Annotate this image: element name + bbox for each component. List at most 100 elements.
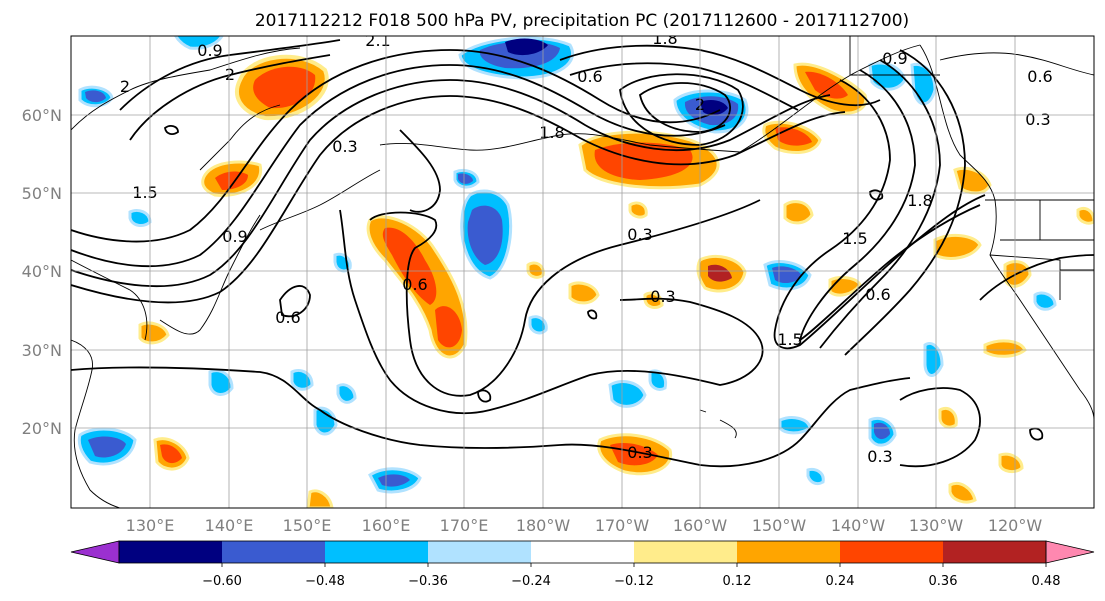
contour-label: 0.3 bbox=[867, 447, 892, 466]
contour-label: 2 bbox=[120, 77, 130, 96]
coastline bbox=[985, 199, 1094, 300]
latitude-label: 50°N bbox=[22, 184, 62, 203]
colorbar-segment bbox=[634, 541, 738, 563]
contour-label: 0.9 bbox=[197, 41, 222, 60]
contour-label: 2 bbox=[225, 65, 235, 84]
positive-region bbox=[435, 306, 462, 348]
pv-contour bbox=[899, 387, 981, 468]
negative-region bbox=[700, 100, 728, 116]
pv-contour bbox=[71, 366, 911, 468]
colorbar-segment bbox=[325, 541, 429, 563]
pv-contour bbox=[819, 59, 941, 349]
positive-region bbox=[568, 281, 600, 305]
negative-region bbox=[874, 422, 890, 440]
coastline bbox=[849, 36, 940, 76]
contour-label: 0.9 bbox=[222, 227, 247, 246]
colorbar-segment bbox=[428, 541, 532, 563]
contour-label: 0.3 bbox=[627, 443, 652, 462]
colorbar-tick-label: 0.48 bbox=[1032, 574, 1061, 589]
pv-contour bbox=[798, 69, 981, 343]
colorbar-segment bbox=[840, 541, 944, 563]
pv-contour bbox=[119, 39, 341, 111]
pv-contour bbox=[869, 189, 884, 201]
coastline bbox=[71, 339, 121, 508]
positive-region bbox=[983, 339, 1027, 358]
contour-label: 0.3 bbox=[1025, 110, 1050, 129]
negative-region bbox=[1033, 291, 1057, 311]
contour-label: 1.8 bbox=[652, 29, 677, 48]
longitude-label: 180°W bbox=[516, 516, 571, 535]
colorbar-frame bbox=[118, 540, 1047, 564]
pv-contour bbox=[399, 129, 441, 213]
longitude-label: 140°E bbox=[205, 516, 254, 535]
pv-contour bbox=[369, 199, 761, 397]
positive-region bbox=[998, 452, 1024, 474]
latitude-label: 60°N bbox=[22, 106, 62, 125]
colorbar-tick-label: 0.12 bbox=[723, 574, 752, 589]
contour-label: 0.3 bbox=[332, 137, 357, 156]
negative-region bbox=[505, 38, 548, 56]
colorbar: −0.60 −0.48 −0.36 −0.24 −0.12 0.12 0.24 0.36 0.4… bbox=[70, 540, 1095, 589]
colorbar-extend-low bbox=[70, 540, 120, 564]
coastline bbox=[71, 47, 301, 131]
colorbar-segment bbox=[531, 541, 635, 563]
pv-contour bbox=[71, 64, 726, 268]
negative-region bbox=[772, 266, 802, 284]
contour-label: 0.6 bbox=[577, 67, 602, 86]
contour-label: 1.5 bbox=[777, 330, 802, 349]
negative-region bbox=[208, 369, 234, 396]
pv-contour bbox=[638, 82, 731, 133]
colorbar-tick-label: −0.60 bbox=[202, 574, 242, 589]
colorbar-segment bbox=[222, 541, 326, 563]
positive-region bbox=[805, 71, 848, 99]
latitude-label: 20°N bbox=[22, 419, 62, 438]
positive-region bbox=[253, 66, 316, 109]
longitude-label: 150°E bbox=[283, 516, 332, 535]
positive-region bbox=[628, 201, 648, 219]
positive-region bbox=[215, 171, 248, 190]
longitude-label: 150°W bbox=[752, 516, 807, 535]
pv-contour bbox=[279, 285, 311, 318]
negative-region bbox=[608, 380, 647, 408]
positive-region bbox=[306, 489, 334, 508]
graticule bbox=[71, 36, 1094, 508]
negative-region bbox=[313, 406, 338, 436]
negative-region bbox=[528, 315, 548, 335]
latitude-labels: 60°N 50°N 40°N 30°N 20°N bbox=[22, 106, 62, 438]
pv-contour bbox=[619, 73, 744, 146]
negative-region bbox=[467, 205, 503, 265]
pv-contour bbox=[1029, 427, 1044, 441]
pv-contour bbox=[587, 309, 598, 320]
colorbar-segment bbox=[943, 541, 1047, 563]
map-frame bbox=[70, 35, 1095, 509]
longitude-label: 130°E bbox=[126, 516, 175, 535]
positive-region bbox=[783, 200, 814, 225]
pv-contour bbox=[164, 125, 179, 135]
pv-contour bbox=[979, 254, 1094, 301]
negative-region bbox=[174, 36, 224, 50]
positive-region bbox=[526, 261, 545, 279]
longitude-label: 160°E bbox=[362, 516, 411, 535]
coastline bbox=[199, 104, 281, 171]
longitude-label: 160°W bbox=[673, 516, 728, 535]
negative-region bbox=[85, 90, 106, 103]
longitude-labels: 130°E 140°E 150°E 160°E 170°E 180°W 170°W 160°W… bbox=[126, 516, 1043, 535]
contour-label: 1.8 bbox=[539, 123, 564, 142]
negative-region bbox=[336, 383, 357, 404]
pv-contour bbox=[477, 389, 492, 403]
positive-region bbox=[160, 444, 182, 464]
positive-region bbox=[933, 233, 982, 260]
contour-label: 1.5 bbox=[842, 229, 867, 248]
negative-region bbox=[806, 468, 825, 486]
colorbar-tick-label: −0.48 bbox=[305, 574, 345, 589]
pv-contour bbox=[339, 209, 764, 414]
pv-contour bbox=[71, 49, 721, 243]
longitude-label: 140°W bbox=[831, 516, 886, 535]
contour-label: 0.6 bbox=[402, 275, 427, 294]
latitude-label: 40°N bbox=[22, 262, 62, 281]
contour-label: 2.1 bbox=[365, 31, 390, 50]
contour-label: 0.6 bbox=[1027, 67, 1052, 86]
latitude-label: 30°N bbox=[22, 341, 62, 360]
coastline bbox=[739, 44, 921, 153]
